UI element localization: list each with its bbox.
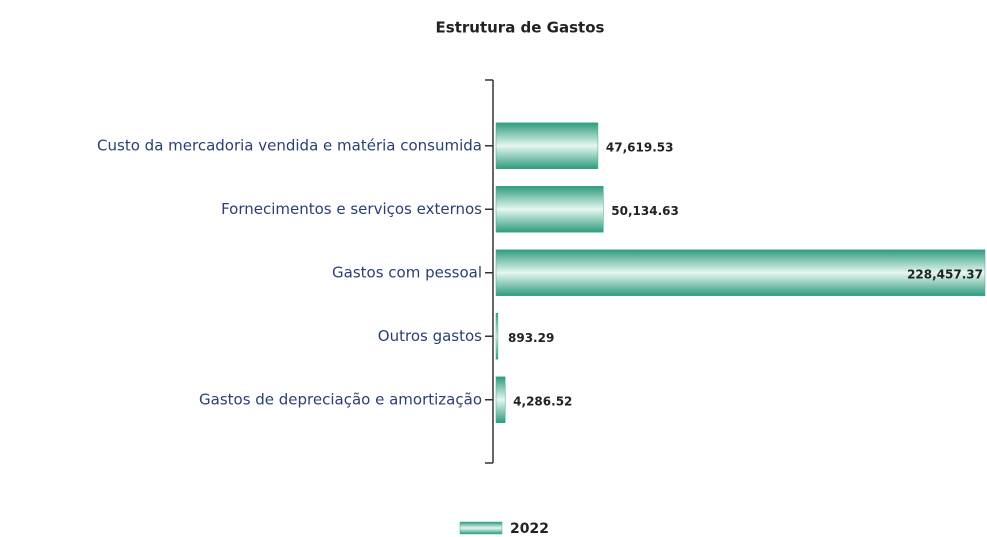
- y-tick-label: Outros gastos: [378, 327, 482, 345]
- value-label: 47,619.53: [606, 140, 674, 154]
- bar: [495, 376, 506, 423]
- value-label: 4,286.52: [513, 394, 572, 408]
- bar: [495, 122, 599, 169]
- y-tick-label: Fornecimentos e serviços externos: [221, 200, 482, 218]
- legend-label: 2022: [510, 521, 549, 537]
- bar: [495, 249, 986, 296]
- value-label: 893.29: [508, 331, 554, 345]
- value-label: 50,134.63: [611, 204, 679, 218]
- bar: [495, 313, 499, 360]
- y-tick-label: Gastos com pessoal: [332, 263, 482, 281]
- y-tick-label: Custo da mercadoria vendida e matéria co…: [97, 136, 482, 154]
- value-label: 228,457.37: [907, 267, 983, 281]
- y-tick-label: Gastos de depreciação e amortização: [199, 390, 482, 408]
- chart-title: Estrutura de Gastos: [436, 19, 605, 37]
- bar: [495, 186, 604, 233]
- legend-swatch: [459, 521, 503, 535]
